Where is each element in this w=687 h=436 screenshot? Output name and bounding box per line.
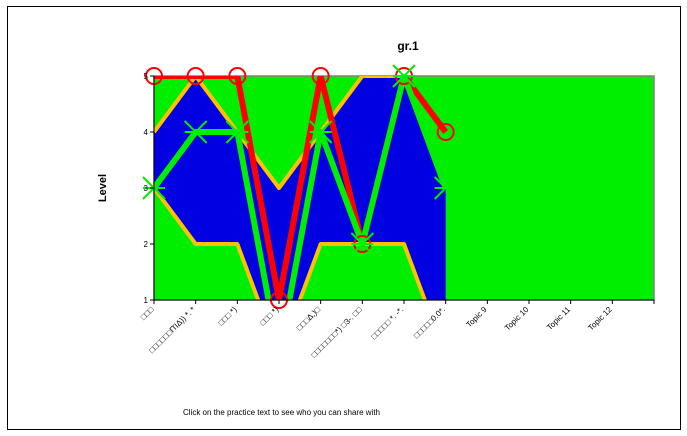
series-b-point	[183, 120, 208, 144]
x-tick-label: Topic 9	[464, 305, 489, 330]
x-tick-label: □□□□□ *. -*.	[369, 305, 405, 341]
x-tick-label: □□□Δ,)□	[295, 305, 322, 332]
x-tick-label: □□□	[139, 305, 156, 322]
series-b-point	[392, 64, 416, 88]
y-tick-label: 2	[144, 240, 149, 249]
series-b-point	[350, 232, 375, 256]
y-tick-label: 5	[144, 72, 149, 81]
marker-layer	[142, 64, 458, 309]
y-tick-label: 1	[144, 296, 149, 305]
x-tick-label: □□□□□0.0*.	[412, 305, 447, 340]
series-a-point	[228, 67, 247, 85]
y-axis-title: Level	[97, 174, 109, 202]
chart-title: gr.1	[397, 39, 419, 53]
x-tick-label: □□□ *)	[216, 305, 239, 328]
chart-frame: gr.1 1 2 3 4 5 □□□ □□□□□□ΠΊΔ)) *. * □□□ *) □□□ *…	[7, 6, 681, 430]
y-tick-label: 4	[144, 128, 149, 137]
band-lower-line	[154, 186, 427, 300]
x-tick-label: □□□□□□ΠΊΔ)) *. *	[147, 305, 197, 355]
x-tick-label: Topic 12	[586, 305, 614, 333]
series-a-point	[311, 67, 330, 85]
band-upper-line	[154, 76, 448, 190]
series-a-point	[436, 123, 455, 141]
footer-note[interactable]: Click on the practice text to see who yo…	[183, 408, 380, 417]
series-b-point	[225, 120, 250, 144]
x-tick-label: Topic 10	[503, 305, 531, 333]
x-tick-label: Topic 11	[545, 305, 572, 332]
y-tick-label: 3	[144, 184, 149, 193]
series-b-point	[308, 120, 333, 144]
series-a-point	[186, 67, 205, 85]
series-b-point	[433, 176, 458, 200]
